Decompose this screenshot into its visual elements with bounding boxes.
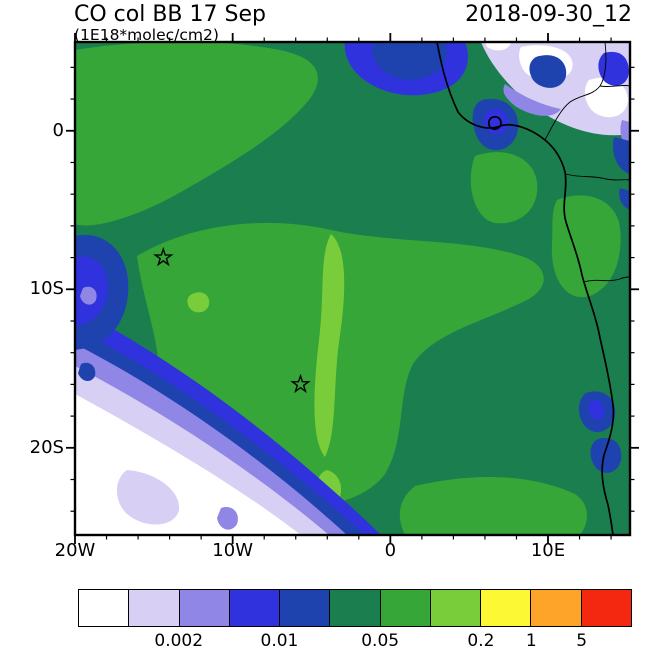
lat-tick-label: 10S <box>29 278 64 300</box>
contour-region <box>584 77 628 118</box>
plot-timestamp: 2018-09-30_12 <box>465 2 632 27</box>
lon-tick-label: 10E <box>530 540 566 561</box>
contour-region <box>529 55 567 88</box>
contour-region <box>372 42 447 80</box>
coastline <box>436 42 615 535</box>
colorbar-cell <box>128 589 179 627</box>
contour-fill-layer <box>75 42 630 535</box>
colorbar-tick-label: 0.002 <box>154 631 204 651</box>
contour-region <box>314 234 345 457</box>
contour-region <box>481 42 630 136</box>
star-marker <box>290 373 311 394</box>
colorbar <box>78 589 632 627</box>
contour-region <box>619 188 630 210</box>
contour-region <box>217 506 238 530</box>
coastline-layer <box>436 42 630 535</box>
contour-region <box>187 292 210 313</box>
lon-tick-label: 0 <box>384 540 397 561</box>
colorbar-tick-label: 1 <box>525 631 537 651</box>
country-border <box>583 276 630 283</box>
contour-region <box>399 476 587 535</box>
country-border <box>599 84 630 88</box>
marker-layer <box>153 246 311 394</box>
lat-tick-label: 20S <box>29 436 64 458</box>
colorbar-cell <box>178 589 229 627</box>
contour-region <box>470 152 538 224</box>
country-border <box>544 42 607 141</box>
star-marker <box>153 246 174 267</box>
coastline <box>487 115 502 131</box>
colorbar-tick-label: 0.01 <box>260 631 299 651</box>
contour-region <box>612 137 630 174</box>
colorbar-tick-label: 5 <box>576 631 588 651</box>
contour-region <box>503 84 561 116</box>
colorbar-cell <box>429 589 481 627</box>
colorbar-cell <box>228 589 280 627</box>
colorbar-cell <box>279 589 330 627</box>
contour-region <box>80 286 97 305</box>
colorbar-cell <box>379 589 430 627</box>
lon-tick-label: 10W <box>212 540 254 561</box>
contour-region <box>485 42 511 51</box>
axis-ticks-layer <box>66 33 639 544</box>
contour-region <box>590 438 622 473</box>
colorbar-cell <box>78 589 129 627</box>
lon-tick-label: 20W <box>54 540 96 561</box>
map-plot-canvas <box>66 33 639 544</box>
colorbar-tick-label: 0.2 <box>467 631 495 651</box>
colorbar-cell <box>480 589 531 627</box>
country-border <box>565 173 630 181</box>
contour-region <box>551 195 621 298</box>
contour-region <box>75 42 318 226</box>
map-frame <box>73 40 632 537</box>
plot-units-subtitle: (1E18*molec/cm2) <box>74 26 219 44</box>
colorbar-cell <box>530 589 581 627</box>
colorbar-tick-label: 0.05 <box>361 631 400 651</box>
plot-title: CO col BB 17 Sep <box>74 2 266 27</box>
colorbar-cell <box>329 589 380 627</box>
contour-region <box>116 470 180 525</box>
contour-region <box>588 400 605 420</box>
contour-region <box>78 362 96 382</box>
colorbar-cell <box>580 589 632 627</box>
lat-tick-label: 0 <box>52 119 64 141</box>
